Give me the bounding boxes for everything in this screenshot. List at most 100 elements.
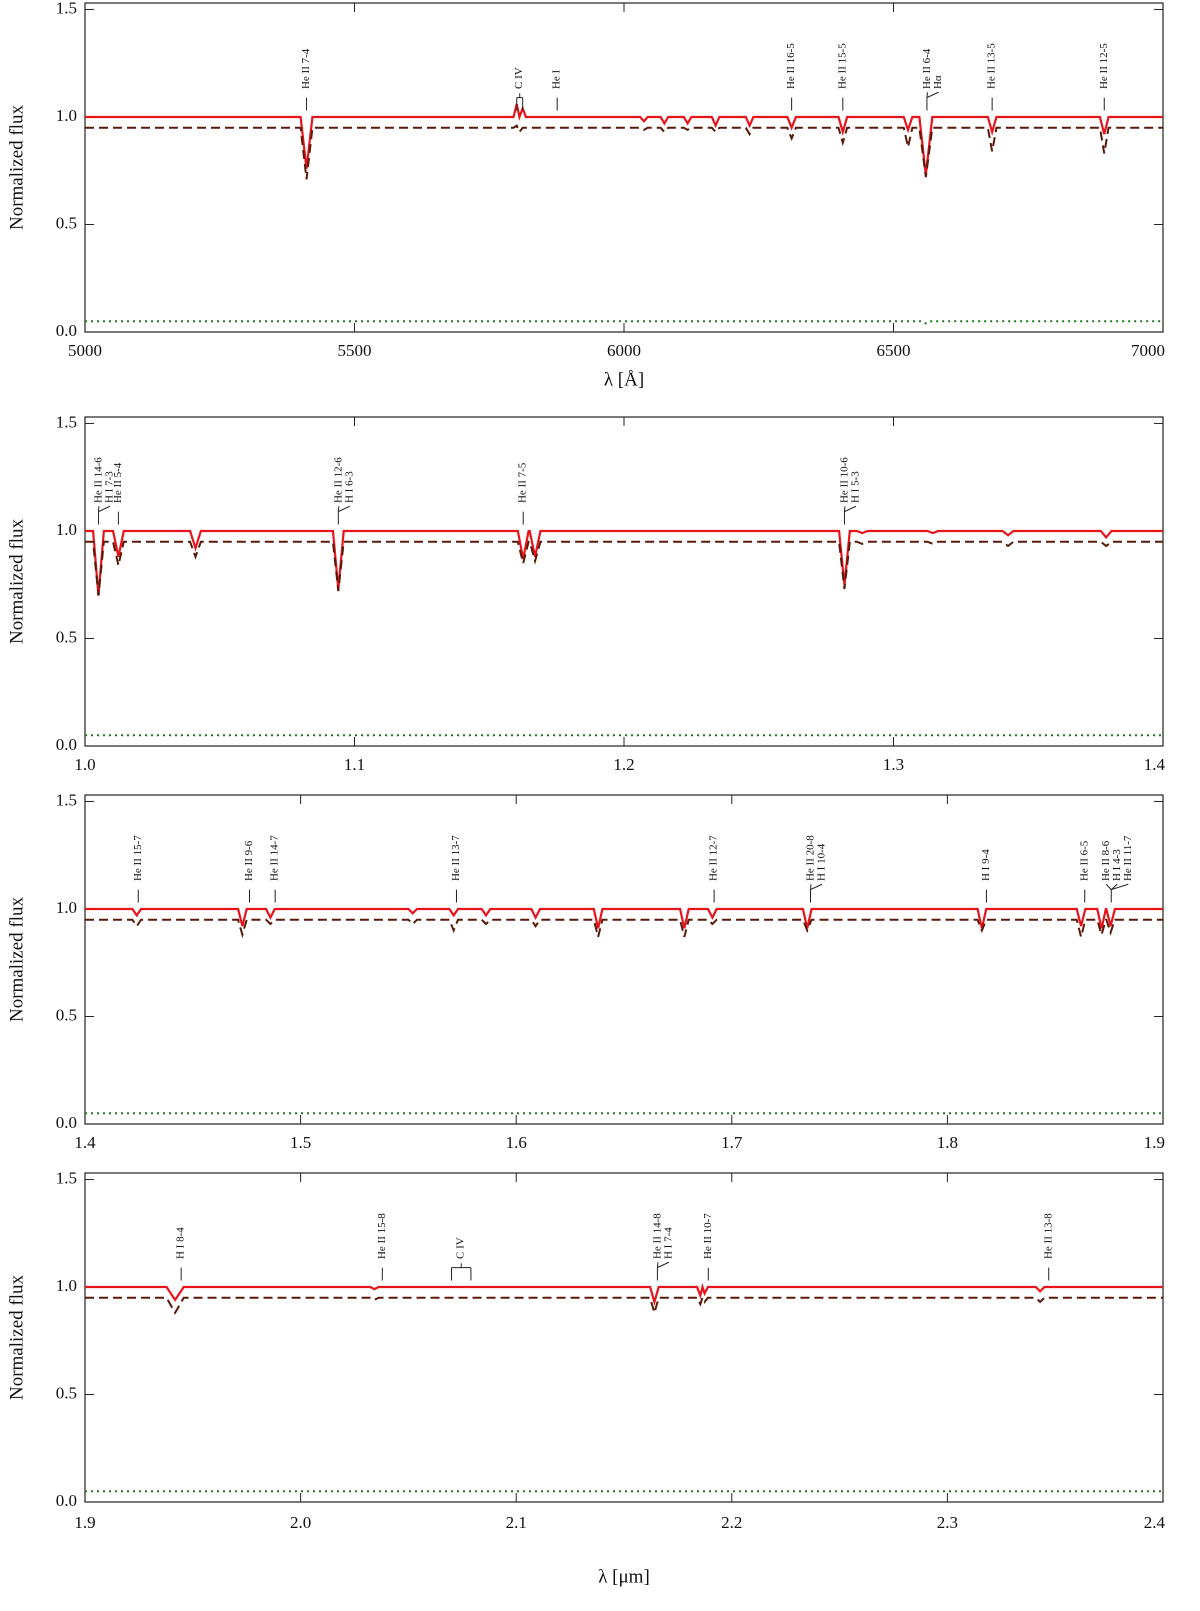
line-label: H I 8-4 xyxy=(175,1227,187,1259)
line-label: He II 14-8 xyxy=(651,1213,663,1259)
line-label: He II 5-4 xyxy=(112,462,124,503)
annotation-tick xyxy=(926,91,939,99)
y-tick-label: 0.0 xyxy=(56,735,77,754)
annotation-tick xyxy=(1111,883,1129,891)
plot-frame xyxy=(84,2,1164,333)
spectrum-line xyxy=(85,1295,1163,1317)
x-tick-label: 1.9 xyxy=(1144,1133,1165,1152)
y-tick-label: 1.0 xyxy=(56,1276,77,1295)
line-label: He II 10-7 xyxy=(702,1213,714,1259)
x-tick-label: 7000 xyxy=(1131,341,1165,360)
line-label: H I 5-3 xyxy=(849,471,861,503)
x-tick-label: 1.8 xyxy=(937,1133,958,1152)
annotation-tick xyxy=(843,506,846,512)
line-label: H I 6-3 xyxy=(343,471,355,503)
x-tick-label: 1.3 xyxy=(883,755,904,774)
x-axis-label: λ [μm] xyxy=(598,1566,650,1587)
annotation-tick xyxy=(657,1261,670,1269)
annotation-tick xyxy=(926,92,928,98)
line-label: He II 8-6 xyxy=(1100,840,1112,881)
x-tick-label: 2.2 xyxy=(721,1513,742,1532)
line-label: He II 7-5 xyxy=(517,462,529,503)
spectrum-line xyxy=(85,124,1163,180)
line-label: He II 12-5 xyxy=(1098,43,1110,89)
line-label: He II 12-6 xyxy=(332,457,344,503)
x-tick-label: 1.1 xyxy=(344,755,365,774)
x-tick-label: 1.2 xyxy=(613,755,634,774)
x-axis-label: λ [Å] xyxy=(604,369,644,390)
line-label: He I xyxy=(551,69,563,89)
line-label: He II 13-7 xyxy=(450,835,462,881)
y-tick-label: 1.0 xyxy=(56,106,77,125)
y-tick-label: 1.5 xyxy=(56,412,77,431)
line-label: He II 6-4 xyxy=(921,48,933,89)
y-tick-label: 0.5 xyxy=(56,213,77,232)
y-tick-label: 0.0 xyxy=(56,1491,77,1510)
line-label: He II 7-4 xyxy=(300,48,312,89)
line-label: He II 15-8 xyxy=(376,1213,388,1259)
line-label: He II 20-8 xyxy=(805,835,817,881)
x-tick-label: 1.4 xyxy=(1144,755,1166,774)
annotation-tick xyxy=(810,883,823,891)
spectrum-line xyxy=(85,529,1163,596)
annotation-tick xyxy=(337,506,340,512)
line-label: He II 6-5 xyxy=(1078,840,1090,881)
y-tick-label: 1.0 xyxy=(56,520,77,539)
x-tick-label: 2.0 xyxy=(290,1513,311,1532)
y-tick-label: 0.5 xyxy=(56,1005,77,1024)
line-label: He II 9-6 xyxy=(243,840,255,881)
line-label: H I 9-4 xyxy=(980,849,992,881)
line-label: H I 4-3 xyxy=(1111,849,1123,881)
x-tick-label: 1.4 xyxy=(74,1133,96,1152)
panel: 5000 5500 6000 6500 7000 0.0 0.5 1.0 1.5 Normaliz… xyxy=(6,0,1165,390)
line-label: He II 16-5 xyxy=(785,43,797,89)
x-tick-label: 1.6 xyxy=(506,1133,527,1152)
y-axis-label: Normalized flux xyxy=(6,104,27,230)
spectrum-line xyxy=(85,918,1163,939)
x-tick-label: 2.1 xyxy=(506,1513,527,1532)
x-tick-label: 2.4 xyxy=(1144,1513,1166,1532)
annotation-tick xyxy=(809,884,812,890)
annotation-tick xyxy=(656,1262,659,1268)
line-label: He II 13-5 xyxy=(986,43,998,89)
line-label: C IV xyxy=(513,67,525,89)
y-axis-label: Normalized flux xyxy=(6,896,27,1022)
plot-frame xyxy=(84,416,1164,747)
y-tick-label: 0.0 xyxy=(56,321,77,340)
line-label: Hα xyxy=(932,75,944,89)
y-tick-label: 0.5 xyxy=(56,627,77,646)
annotation-tick xyxy=(97,506,100,512)
x-tick-label: 1.9 xyxy=(74,1513,95,1532)
line-label: He II 15-7 xyxy=(132,835,144,881)
annotation-tick xyxy=(1110,883,1118,890)
plot-frame xyxy=(84,794,1164,1125)
spectrum-line xyxy=(85,103,1163,176)
y-tick-label: 0.0 xyxy=(56,1113,77,1132)
y-tick-label: 1.0 xyxy=(56,898,77,917)
plot-frame xyxy=(84,1172,1164,1503)
spectrum-line xyxy=(85,320,1163,325)
y-tick-label: 0.5 xyxy=(56,1383,77,1402)
x-tick-label: 2.3 xyxy=(937,1513,958,1532)
line-label: He II 13-8 xyxy=(1042,1213,1054,1259)
x-tick-label: 1.7 xyxy=(721,1133,743,1152)
spectrum-line xyxy=(85,1283,1163,1307)
x-tick-label: 1.5 xyxy=(290,1133,311,1152)
annotation-tick xyxy=(1105,883,1112,890)
line-label: He II 12-7 xyxy=(708,835,720,881)
line-label: H I 7-4 xyxy=(662,1227,674,1259)
y-tick-label: 1.5 xyxy=(56,790,77,809)
line-label: H I 7-3 xyxy=(104,471,116,503)
line-label: He II 15-5 xyxy=(836,43,848,89)
y-tick-label: 1.5 xyxy=(56,0,77,17)
line-label: He II 11-7 xyxy=(1122,835,1134,881)
annotation-tick xyxy=(338,505,351,513)
annotation-tick xyxy=(844,505,857,513)
line-label: H I 10-4 xyxy=(816,843,828,881)
panel: 1.4 1.5 1.6 1.7 1.8 1.9 0.0 0.5 1.0 1.5 Normalized… xyxy=(6,790,1165,1152)
line-label: He II 14-6 xyxy=(93,457,105,503)
spectrum-line xyxy=(85,540,1163,596)
line-label: He II 14-7 xyxy=(269,835,281,881)
y-axis-label: Normalized flux xyxy=(6,1274,27,1400)
